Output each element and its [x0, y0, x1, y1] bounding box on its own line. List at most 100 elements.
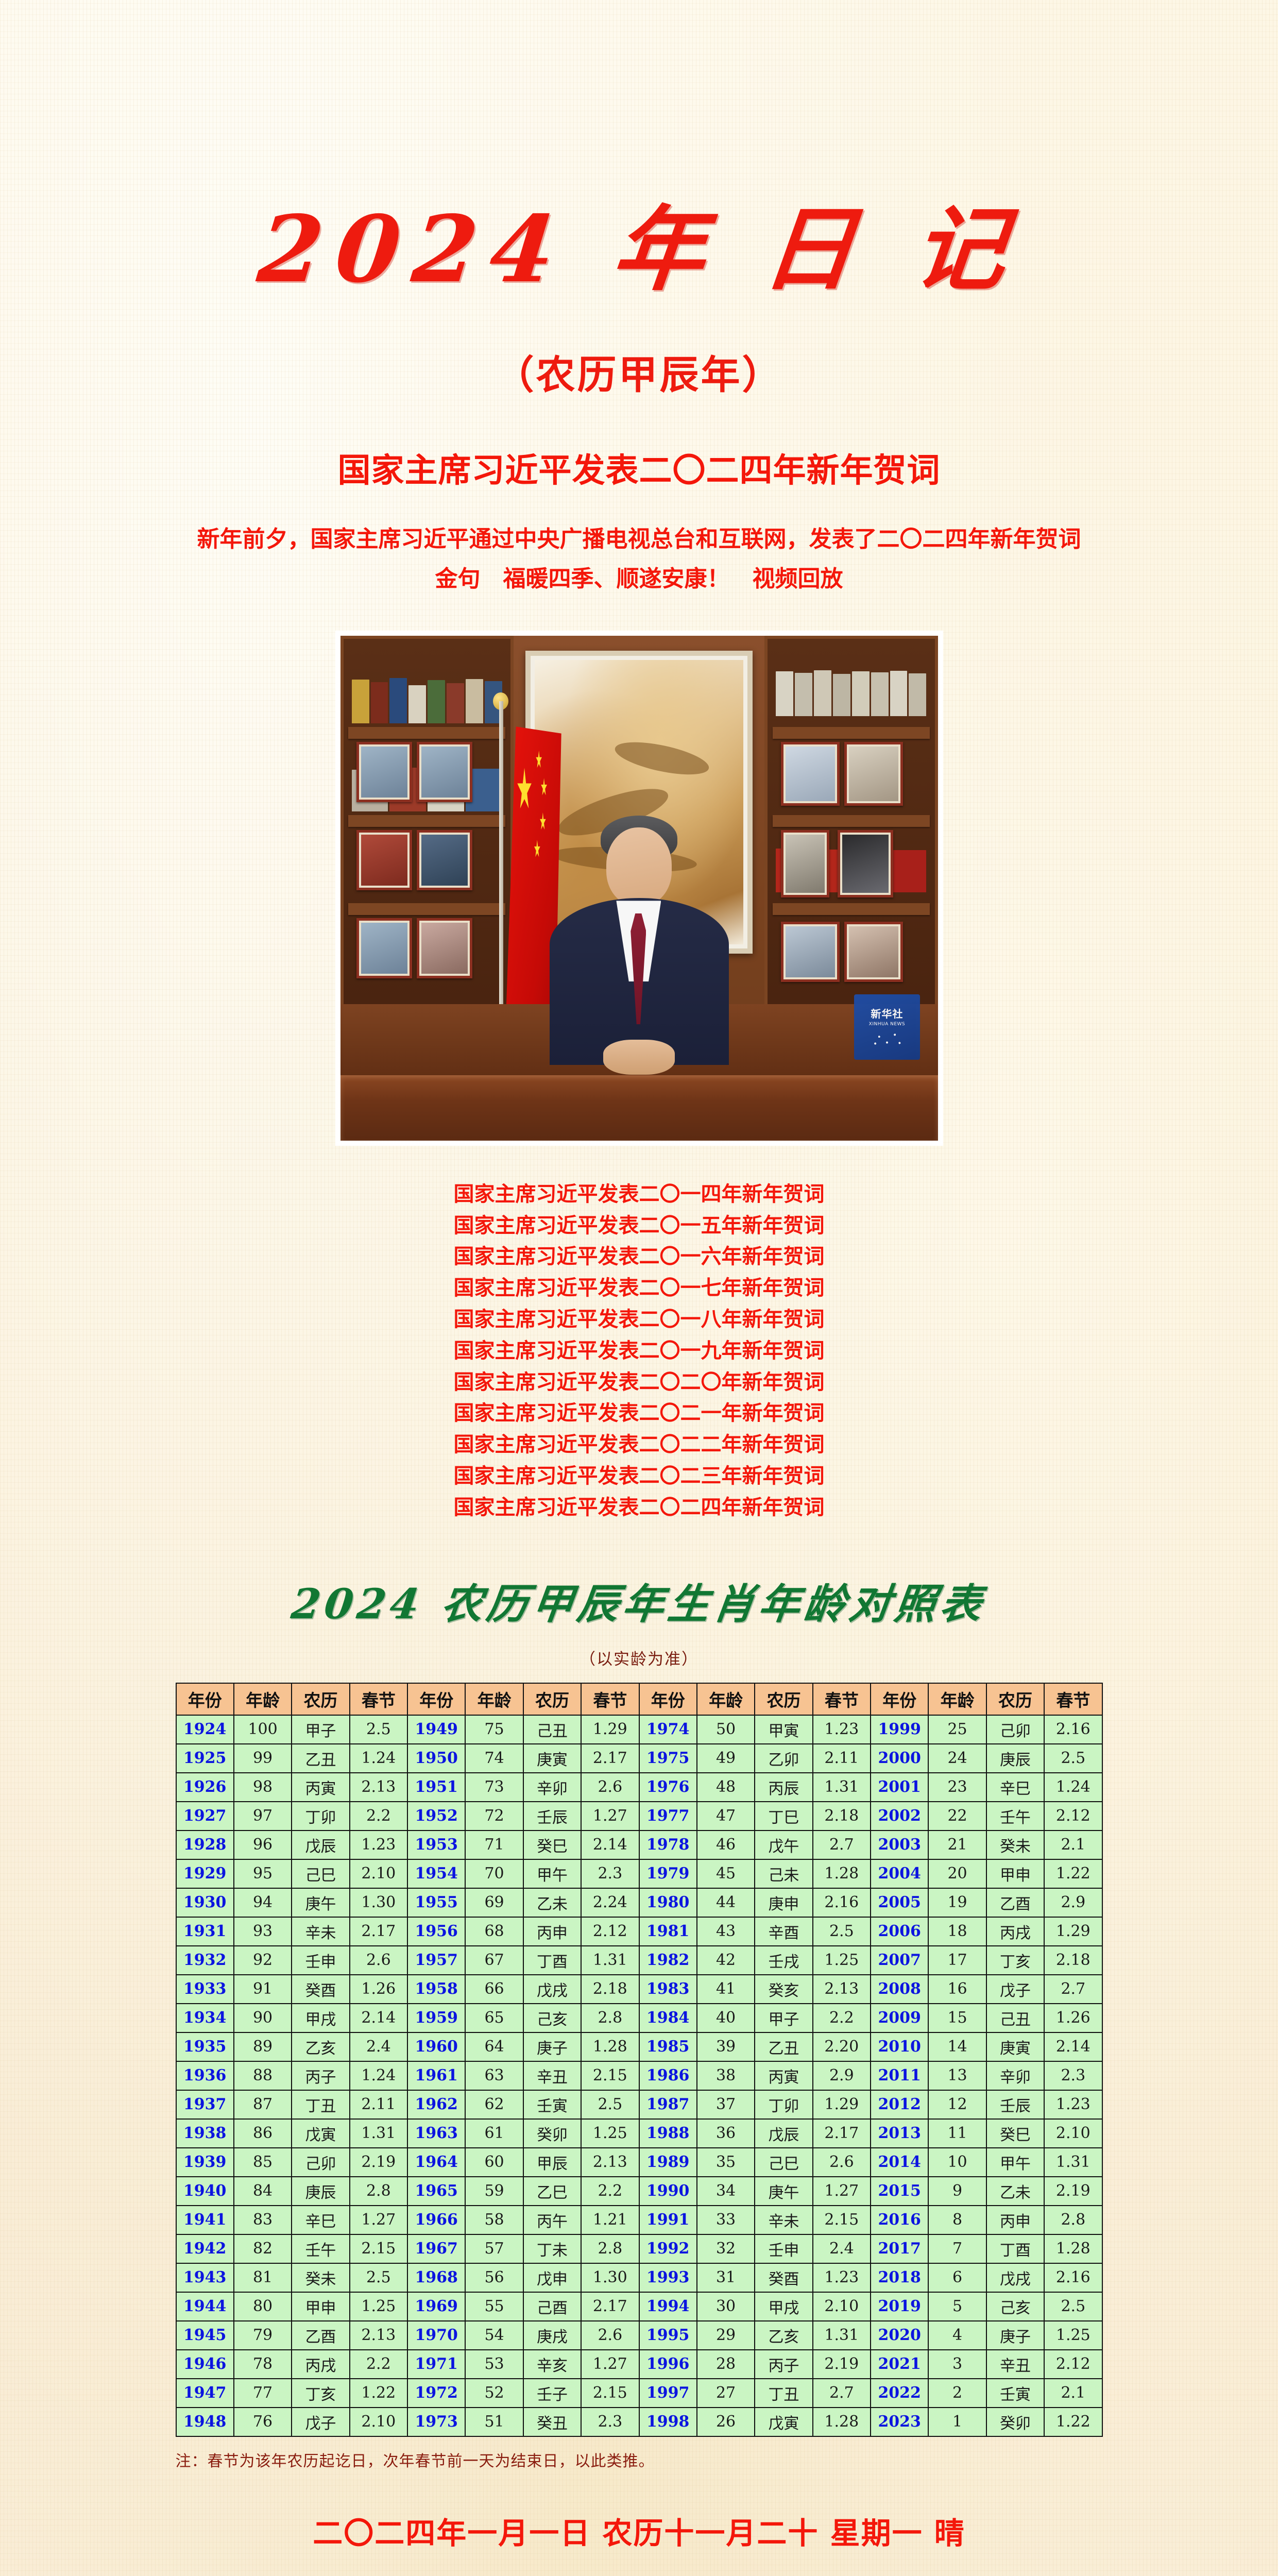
- shelf-photo-frame: [417, 918, 472, 978]
- cell-spring-festival: 2.2: [349, 2349, 408, 2379]
- cell-ganzhi: 戊戌: [522, 1974, 582, 2004]
- cell-ganzhi: 甲午: [522, 1858, 582, 1889]
- cell-year: 1955: [406, 1887, 466, 1918]
- cell-ganzhi: 丙戌: [291, 2349, 350, 2379]
- cell-spring-festival: 2.10: [1044, 2118, 1103, 2148]
- cell-age: 14: [928, 2031, 987, 2062]
- cell-year: 1967: [406, 2233, 466, 2264]
- cell-year: 1973: [406, 2406, 466, 2437]
- cell-age: 34: [696, 2176, 756, 2206]
- cell-year: 1978: [638, 1829, 697, 1860]
- cell-spring-festival: 1.31: [1044, 2147, 1103, 2177]
- shelf-photo-frame: [781, 922, 840, 982]
- cell-age: 13: [928, 2060, 987, 2091]
- cell-spring-festival: 2.14: [1044, 2031, 1103, 2062]
- cell-spring-festival: 2.2: [812, 2003, 872, 2033]
- cell-age: 65: [465, 2003, 524, 2033]
- cell-age: 68: [465, 1916, 524, 1946]
- cell-ganzhi: 庚辰: [291, 2176, 350, 2206]
- year-link-2023[interactable]: 国家主席习近平发表二〇二三年新年贺词: [453, 1464, 825, 1488]
- cell-spring-festival: 1.26: [1044, 2003, 1103, 2033]
- cell-year: 1949: [406, 1714, 466, 1744]
- year-link-2017[interactable]: 国家主席习近平发表二〇一七年新年贺词: [453, 1276, 825, 1300]
- cell-spring-festival: 2.10: [812, 2291, 872, 2321]
- cell-ganzhi: 辛卯: [985, 2060, 1045, 2091]
- cell-year: 2005: [870, 1887, 929, 1918]
- cell-ganzhi: 甲午: [985, 2147, 1045, 2177]
- cell-ganzhi: 戊午: [754, 1829, 813, 1860]
- cell-spring-festival: 2.6: [581, 2320, 640, 2350]
- cell-age: 78: [233, 2349, 293, 2379]
- cell-spring-festival: 2.4: [812, 2233, 872, 2264]
- cell-age: 42: [696, 1945, 756, 1975]
- cell-year: 1992: [638, 2233, 697, 2264]
- cell-age: 3: [928, 2349, 987, 2379]
- cell-year: 1947: [175, 2378, 234, 2408]
- cell-ganzhi: 癸酉: [291, 1974, 350, 2004]
- cell-age: 5: [928, 2291, 987, 2321]
- cell-year: 1927: [175, 1801, 234, 1831]
- cell-age: 87: [233, 2089, 293, 2120]
- cell-ganzhi: 丙寅: [754, 2060, 813, 2091]
- cell-year: 1961: [406, 2060, 466, 2091]
- cell-age: 35: [696, 2147, 756, 2177]
- cell-spring-festival: 2.11: [812, 1743, 872, 1773]
- year-link-2016[interactable]: 国家主席习近平发表二〇一六年新年贺词: [453, 1245, 825, 1269]
- year-link-2022[interactable]: 国家主席习近平发表二〇二二年新年贺词: [453, 1433, 825, 1457]
- cell-spring-festival: 2.15: [812, 2205, 872, 2235]
- cell-spring-festival: 1.27: [581, 1801, 640, 1831]
- cell-ganzhi: 壬辰: [985, 2089, 1045, 2120]
- cell-year: 1926: [175, 1772, 234, 1802]
- year-link-2014[interactable]: 国家主席习近平发表二〇一四年新年贺词: [453, 1182, 825, 1206]
- cell-year: 1970: [406, 2320, 466, 2350]
- year-link-2018[interactable]: 国家主席习近平发表二〇一八年新年贺词: [453, 1308, 825, 1332]
- year-link-2021[interactable]: 国家主席习近平发表二〇二一年新年贺词: [453, 1401, 825, 1426]
- cell-ganzhi: 甲子: [754, 2003, 813, 2033]
- cell-ganzhi: 丁卯: [754, 2089, 813, 2120]
- cell-spring-festival: 2.12: [1044, 2349, 1103, 2379]
- cell-ganzhi: 壬申: [754, 2233, 813, 2264]
- cell-year: 2001: [870, 1772, 929, 1802]
- year-link-2015[interactable]: 国家主席习近平发表二〇一五年新年贺词: [453, 1213, 825, 1238]
- column-header: 年龄: [233, 1682, 293, 1716]
- cell-ganzhi: 壬戌: [754, 1945, 813, 1975]
- cell-age: 92: [233, 1945, 293, 1975]
- cell-ganzhi: 戊寅: [754, 2406, 813, 2437]
- cell-year: 1960: [406, 2031, 466, 2062]
- cell-year: 1971: [406, 2349, 466, 2379]
- cell-spring-festival: 2.12: [1044, 1801, 1103, 1831]
- cell-ganzhi: 丁丑: [291, 2089, 350, 2120]
- cell-age: 17: [928, 1945, 987, 1975]
- cell-ganzhi: 乙酉: [985, 1887, 1045, 1918]
- cell-year: 1962: [406, 2089, 466, 2120]
- cell-spring-festival: 2.10: [349, 1858, 408, 1889]
- shelf-photo-frame: [838, 829, 893, 897]
- cell-spring-festival: 2.19: [349, 2147, 408, 2177]
- cell-spring-festival: 1.24: [1044, 1772, 1103, 1802]
- news-headline[interactable]: 国家主席习近平发表二〇二四年新年贺词: [337, 451, 941, 490]
- table-row: 1927 97 丁卯 2.2 1952 72 壬辰 1.27 1977 47 丁巳 2.18 2002 2…: [175, 1801, 1103, 1831]
- cell-ganzhi: 庚戌: [522, 2320, 582, 2350]
- news-lede[interactable]: 新年前夕，国家主席习近平通过中央广播电视总台和互联网，发表了二〇二四年新年贺词 …: [197, 526, 1104, 592]
- cell-ganzhi: 庚子: [522, 2031, 582, 2062]
- cell-year: 2016: [870, 2205, 929, 2235]
- cell-spring-festival: 1.25: [812, 1945, 872, 1975]
- cell-ganzhi: 甲申: [291, 2291, 350, 2321]
- cell-age: 62: [465, 2089, 524, 2120]
- cell-ganzhi: 戊戌: [985, 2262, 1045, 2293]
- page-subtitle: （农历甲辰年）: [495, 351, 783, 398]
- cell-age: 12: [928, 2089, 987, 2120]
- cell-ganzhi: 辛卯: [522, 1772, 582, 1802]
- cell-ganzhi: 丙戌: [985, 1916, 1045, 1946]
- cell-year: 1950: [406, 1743, 466, 1773]
- cell-spring-festival: 1.22: [1044, 2406, 1103, 2437]
- cell-spring-festival: 1.25: [581, 2118, 640, 2148]
- year-link-2024[interactable]: 国家主席习近平发表二〇二四年新年贺词: [453, 1495, 825, 1519]
- cell-year: 1929: [175, 1858, 234, 1889]
- year-link-2020[interactable]: 国家主席习近平发表二〇二〇年新年贺词: [453, 1370, 825, 1394]
- year-link-2019[interactable]: 国家主席习近平发表二〇一九年新年贺词: [453, 1338, 825, 1363]
- cell-ganzhi: 癸未: [985, 1829, 1045, 1860]
- cell-year: 1969: [406, 2291, 466, 2321]
- cell-age: 71: [465, 1829, 524, 1860]
- cell-ganzhi: 壬午: [291, 2233, 350, 2264]
